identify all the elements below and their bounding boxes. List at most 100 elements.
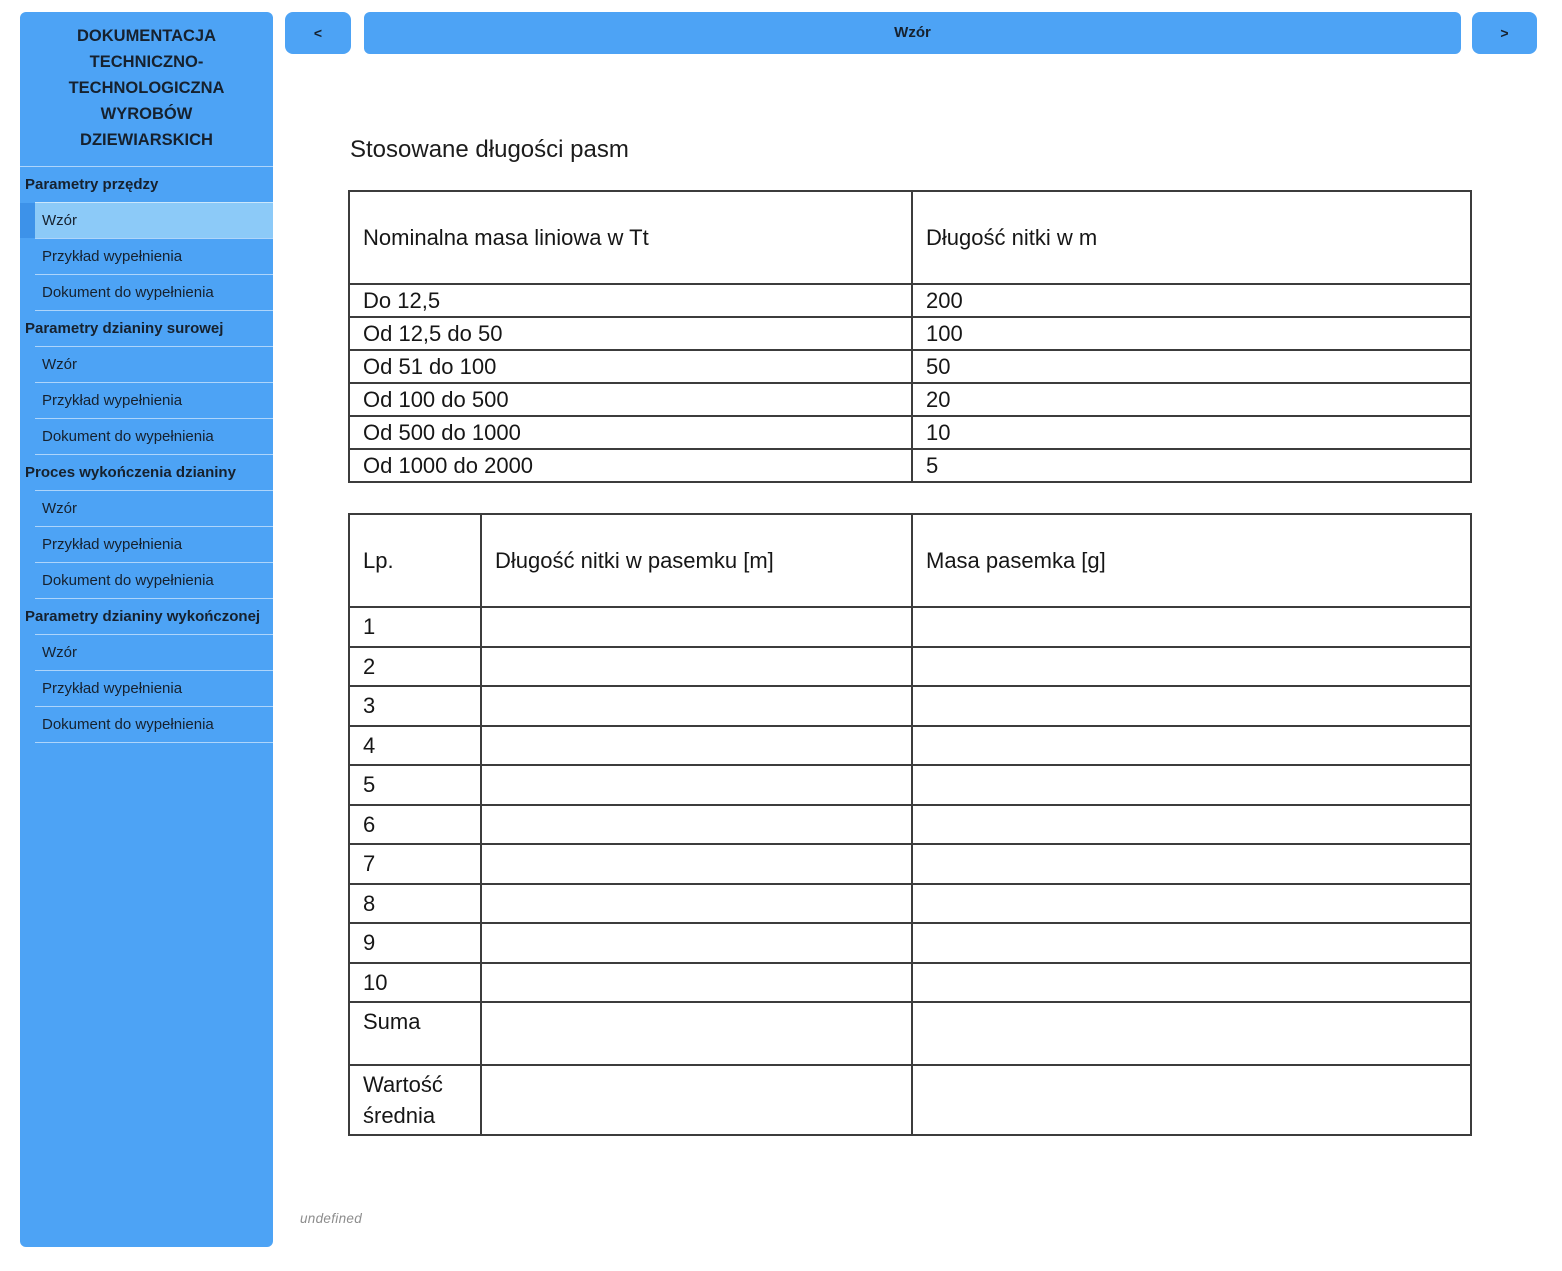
table-header-row: Nominalna masa liniowa w Tt Długość nitki… bbox=[348, 190, 1472, 285]
sidebar-section-parametry-przedzy: Parametry przędzy bbox=[25, 176, 159, 193]
table-cell: 3 bbox=[348, 685, 482, 727]
sidebar-title: DOKUMENTACJA TECHNICZNO-TECHNOLOGICZNA W… bbox=[20, 12, 273, 167]
table-cell: Do 12,5 bbox=[348, 283, 913, 318]
table-row: Od 1000 do 2000 5 bbox=[348, 448, 1472, 483]
sidebar-item-list: Wzór Przykład wypełnienia Dokument do wype… bbox=[35, 634, 273, 743]
table-header-row: Lp. Długość nitki w pasemku [m] Masa pasem… bbox=[348, 513, 1472, 608]
table-cell: Od 51 do 100 bbox=[348, 349, 913, 384]
table-cell bbox=[480, 645, 913, 687]
measurements-table: Lp. Długość nitki w pasemku [m] Masa pasem… bbox=[348, 513, 1472, 1136]
table-cell bbox=[480, 685, 913, 727]
sidebar-item-parametry-dzianiny-wykonczonej-wzor[interactable]: Wzór bbox=[35, 634, 273, 670]
table-cell bbox=[911, 882, 1472, 924]
table-row: 5 bbox=[348, 764, 1472, 806]
table-row: 3 bbox=[348, 685, 1472, 727]
sidebar-item-parametry-dzianiny-surowej-wzor[interactable]: Wzór bbox=[35, 346, 273, 382]
table-cell bbox=[911, 843, 1472, 885]
footer-note: undefined bbox=[300, 1211, 363, 1226]
table-cell: Wartość średnia bbox=[348, 1064, 482, 1136]
table-cell bbox=[480, 1064, 913, 1136]
table-row: 2 bbox=[348, 645, 1472, 687]
sidebar-item-parametry-dzianiny-surowej-przyklad-wypelnienia[interactable]: Przykład wypełnienia bbox=[35, 382, 273, 418]
table-row: 4 bbox=[348, 724, 1472, 766]
table-cell: 5 bbox=[911, 448, 1472, 483]
table-row: Od 12,5 do 50 100 bbox=[348, 316, 1472, 351]
table-cell: 1 bbox=[348, 606, 482, 648]
table-cell: Suma bbox=[348, 1001, 482, 1066]
table-cell bbox=[911, 922, 1472, 964]
sidebar-item-list: Wzór Przykład wypełnienia Dokument do wype… bbox=[20, 202, 273, 311]
table-cell bbox=[911, 606, 1472, 648]
table-cell bbox=[480, 922, 913, 964]
sidebar-section-parametry-dzianiny-wykonczonej: Parametry dzianiny wykończonej bbox=[25, 608, 261, 625]
table-row: 10 bbox=[348, 961, 1472, 1003]
content-heading: Stosowane długości pasm bbox=[350, 136, 629, 163]
table-cell: 10 bbox=[348, 961, 482, 1003]
table2-body: 1 2 3 4 5 6 7 8 9 10 Suma Wartość średnia bbox=[348, 606, 1472, 1136]
table-cell bbox=[911, 1064, 1472, 1136]
sidebar-item-parametry-dzianiny-surowej-dokument-do-wypelnienia[interactable]: Dokument do wypełnienia bbox=[35, 418, 273, 455]
table-row: 7 bbox=[348, 843, 1472, 885]
table-cell: 9 bbox=[348, 922, 482, 964]
table-cell: 100 bbox=[911, 316, 1472, 351]
sidebar-item-list: Wzór Przykład wypełnienia Dokument do wype… bbox=[35, 346, 273, 455]
nav-forward-button[interactable]: > bbox=[1472, 12, 1537, 54]
sidebar-item-parametry-dzianiny-wykonczonej-przyklad-wypelnienia[interactable]: Przykład wypełnienia bbox=[35, 670, 273, 706]
sidebar-item-parametry-przedzy-dokument-do-wypelnienia[interactable]: Dokument do wypełnienia bbox=[35, 274, 273, 311]
column-header-dlugosc-nitki-w-pasemku-m-: Długość nitki w pasemku [m] bbox=[480, 513, 913, 608]
table1-body: Do 12,5 200 Od 12,5 do 50 100 Od 51 do 100 50… bbox=[348, 283, 1472, 483]
table-cell bbox=[911, 803, 1472, 845]
sidebar: DOKUMENTACJA TECHNICZNO-TECHNOLOGICZNA W… bbox=[20, 12, 273, 1247]
table-cell: 20 bbox=[911, 382, 1472, 417]
table-cell bbox=[480, 606, 913, 648]
sidebar-section-parametry-dzianiny-surowej: Parametry dzianiny surowej bbox=[25, 320, 224, 337]
sidebar-nav: Parametry przędzy Wzór Przykład wypełnieni… bbox=[20, 167, 273, 743]
table-row: Wartość średnia bbox=[348, 1064, 1472, 1136]
sidebar-item-proces-wykonczenia-dzianiny-dokument-do-wypelnienia[interactable]: Dokument do wypełnienia bbox=[35, 562, 273, 599]
table-cell bbox=[480, 764, 913, 806]
table-cell bbox=[911, 645, 1472, 687]
table-cell bbox=[911, 685, 1472, 727]
table-cell: Od 500 do 1000 bbox=[348, 415, 913, 450]
page-title-bar: Wzór bbox=[364, 12, 1461, 54]
table-cell: 6 bbox=[348, 803, 482, 845]
table-cell: 4 bbox=[348, 724, 482, 766]
table-cell: Od 1000 do 2000 bbox=[348, 448, 913, 483]
sidebar-item-parametry-dzianiny-wykonczonej-dokument-do-wypelnienia[interactable]: Dokument do wypełnienia bbox=[35, 706, 273, 743]
table-cell bbox=[911, 764, 1472, 806]
table2-head: Lp. Długość nitki w pasemku [m] Masa pasem… bbox=[348, 513, 1472, 608]
table-cell: 2 bbox=[348, 645, 482, 687]
table-row: 9 bbox=[348, 922, 1472, 964]
column-header-nominalna-masa-liniowa-w-tt: Nominalna masa liniowa w Tt bbox=[348, 190, 913, 285]
table-cell: Od 12,5 do 50 bbox=[348, 316, 913, 351]
sidebar-item-proces-wykonczenia-dzianiny-wzor[interactable]: Wzór bbox=[35, 490, 273, 526]
nav-back-button[interactable]: < bbox=[285, 12, 351, 54]
sidebar-item-proces-wykonczenia-dzianiny-przyklad-wypelnienia[interactable]: Przykład wypełnienia bbox=[35, 526, 273, 562]
column-header-lp-: Lp. bbox=[348, 513, 482, 608]
table-row: Do 12,5 200 bbox=[348, 283, 1472, 318]
table-cell: 10 bbox=[911, 415, 1472, 450]
table-cell bbox=[480, 1001, 913, 1066]
table-cell bbox=[480, 882, 913, 924]
table-cell bbox=[911, 724, 1472, 766]
table-cell bbox=[480, 724, 913, 766]
sidebar-item-list: Wzór Przykład wypełnienia Dokument do wype… bbox=[35, 490, 273, 599]
sidebar-item-parametry-przedzy-przyklad-wypelnienia[interactable]: Przykład wypełnienia bbox=[35, 238, 273, 274]
table-cell bbox=[480, 803, 913, 845]
table-row: 1 bbox=[348, 606, 1472, 648]
table-row: Od 51 do 100 50 bbox=[348, 349, 1472, 384]
table-cell: 7 bbox=[348, 843, 482, 885]
table-row: Od 100 do 500 20 bbox=[348, 382, 1472, 417]
table-row: 8 bbox=[348, 882, 1472, 924]
table-cell: 50 bbox=[911, 349, 1472, 384]
sidebar-item-parametry-przedzy-wzor[interactable]: Wzór bbox=[20, 202, 273, 238]
table-row: 6 bbox=[348, 803, 1472, 845]
table-cell: Od 100 do 500 bbox=[348, 382, 913, 417]
table-cell: 5 bbox=[348, 764, 482, 806]
table-cell bbox=[911, 1001, 1472, 1066]
column-header-masa-pasemka-g-: Masa pasemka [g] bbox=[911, 513, 1472, 608]
strand-lengths-table: Nominalna masa liniowa w Tt Długość nitki… bbox=[348, 190, 1472, 483]
table-row: Suma bbox=[348, 1001, 1472, 1066]
table-cell: 8 bbox=[348, 882, 482, 924]
table-row: Od 500 do 1000 10 bbox=[348, 415, 1472, 450]
